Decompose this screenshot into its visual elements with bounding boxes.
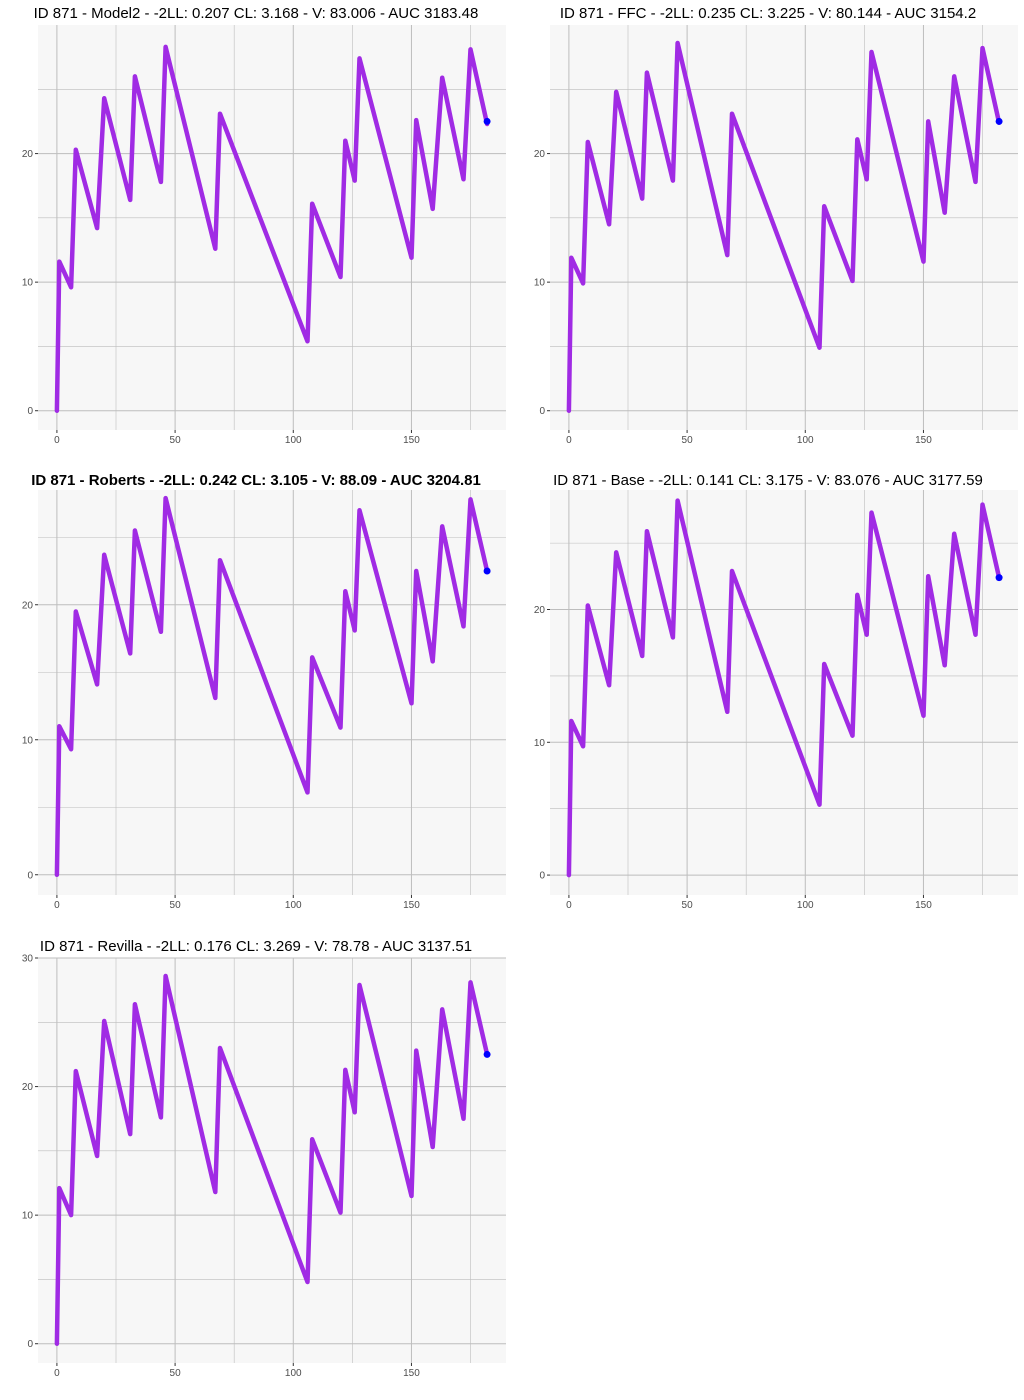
x-tick-label: 150 (915, 435, 932, 446)
x-tick-label: 50 (682, 900, 694, 911)
panel-title: ID 871 - Base - -2LL: 0.141 CL: 3.175 - … (553, 472, 983, 489)
observed-point (483, 567, 491, 575)
concentration-line (566, 498, 1002, 878)
y-tick-label: 0 (539, 871, 545, 882)
observed-point (483, 1050, 491, 1058)
x-tick-label: 100 (285, 435, 302, 446)
panel-title: ID 871 - Model2 - -2LL: 0.207 CL: 3.168 … (33, 5, 479, 22)
chart-plot: 0 50 100 150 0 10 20 (22, 25, 506, 446)
chart-plot: 0 50 100 150 0 10 20 30 (22, 954, 506, 1379)
chart-plot: 0 50 100 150 0 10 20 (22, 490, 506, 911)
x-tick-label: 150 (915, 900, 932, 911)
x-tick-label: 0 (54, 435, 60, 446)
observed-point (483, 117, 491, 125)
y-tick-label: 0 (27, 1339, 33, 1350)
panel-revilla: ID 871 - Revilla - -2LL: 0.176 CL: 3.269… (0, 930, 512, 1400)
panel-model2: ID 871 - Model2 - -2LL: 0.207 CL: 3.168 … (0, 0, 512, 460)
concentration-line (54, 973, 490, 1346)
plot-background (38, 958, 506, 1363)
y-tick-label: 20 (534, 605, 546, 616)
x-tick-label: 150 (403, 1368, 420, 1379)
y-tick-label: 10 (22, 735, 34, 746)
y-tick-label: 30 (22, 954, 34, 965)
panel-roberts: ID 871 - Roberts - -2LL: 0.242 CL: 3.105… (0, 465, 512, 925)
x-tick-label: 0 (566, 900, 572, 911)
y-tick-label: 0 (27, 406, 33, 417)
x-tick-label: 0 (54, 900, 60, 911)
y-tick-label: 0 (27, 870, 33, 881)
x-tick-label: 50 (170, 435, 182, 446)
panel-base: ID 871 - Base - -2LL: 0.141 CL: 3.175 - … (512, 465, 1024, 925)
x-tick-label: 0 (54, 1368, 60, 1379)
y-tick-label: 20 (22, 1082, 34, 1093)
panel-title: ID 871 - FFC - -2LL: 0.235 CL: 3.225 - V… (559, 5, 977, 22)
x-tick-label: 50 (170, 1368, 182, 1379)
y-tick-label: 0 (539, 406, 545, 417)
observed-point (995, 117, 1003, 125)
plot-background (550, 490, 1018, 895)
x-tick-label: 100 (285, 1368, 302, 1379)
panel-title: ID 871 - Revilla - -2LL: 0.176 CL: 3.269… (39, 938, 473, 955)
chart-plot: 0 50 100 150 0 10 20 (534, 490, 1018, 911)
panel-ffc: ID 871 - FFC - -2LL: 0.235 CL: 3.225 - V… (512, 0, 1024, 460)
x-tick-label: 50 (170, 900, 182, 911)
y-tick-label: 10 (534, 278, 546, 289)
x-tick-label: 150 (403, 435, 420, 446)
y-tick-label: 20 (534, 149, 546, 160)
plot-background (550, 25, 1018, 430)
x-tick-label: 100 (797, 435, 814, 446)
x-tick-label: 100 (285, 900, 302, 911)
y-tick-label: 20 (22, 600, 34, 611)
observed-point (995, 574, 1003, 582)
y-tick-label: 10 (22, 278, 34, 289)
y-tick-label: 10 (534, 738, 546, 749)
x-tick-label: 150 (403, 900, 420, 911)
y-tick-label: 20 (22, 149, 34, 160)
concentration-line (566, 40, 1002, 413)
concentration-line (54, 495, 490, 878)
y-tick-label: 10 (22, 1211, 34, 1222)
x-tick-label: 0 (566, 435, 572, 446)
x-tick-label: 100 (797, 900, 814, 911)
chart-plot: 0 50 100 150 0 10 20 (534, 25, 1018, 446)
panel-title: ID 871 - Roberts - -2LL: 0.242 CL: 3.105… (31, 472, 481, 489)
x-tick-label: 50 (682, 435, 694, 446)
concentration-line (54, 44, 490, 413)
plot-background (38, 25, 506, 430)
